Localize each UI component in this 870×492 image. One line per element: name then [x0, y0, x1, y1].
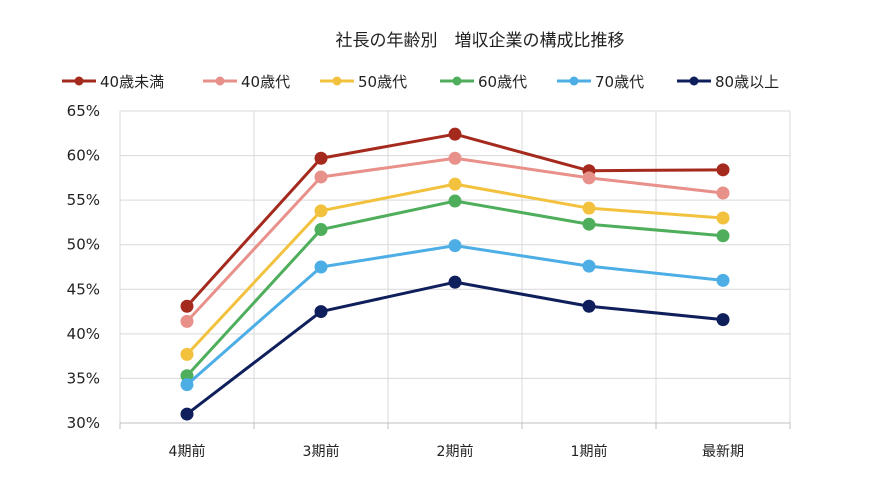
data-point [716, 273, 730, 287]
data-point [314, 305, 328, 319]
data-point [582, 201, 596, 215]
x-tick-label: 1期前 [571, 443, 608, 460]
legend-label: 50歳代 [358, 73, 407, 91]
y-tick-label: 50% [67, 236, 100, 254]
data-point [180, 299, 194, 313]
legend-label: 40歳未満 [100, 73, 164, 91]
legend: 40歳未満 40歳代 50歳代 60歳代 70歳代 80歳以上 [62, 73, 779, 91]
legend-marker [569, 76, 579, 86]
data-point [180, 407, 194, 421]
legend-item: 40歳代 [203, 73, 290, 91]
legend-marker [74, 76, 84, 86]
legend-label: 60歳代 [478, 73, 527, 91]
legend-marker [215, 76, 225, 86]
data-point [180, 369, 194, 383]
x-tick-label: 2期前 [437, 443, 474, 460]
series-60歳代 [180, 194, 730, 383]
legend-item: 50歳代 [320, 73, 407, 91]
data-point [448, 194, 462, 208]
data-point [582, 217, 596, 231]
y-tick-label: 35% [67, 369, 100, 387]
legend-item: 60歳代 [440, 73, 527, 91]
data-point [582, 171, 596, 185]
data-point [582, 259, 596, 273]
legend-marker [332, 76, 342, 86]
series-line [185, 182, 724, 356]
x-tick-label: 最新期 [702, 444, 744, 460]
data-point [716, 186, 730, 200]
data-point [448, 177, 462, 191]
legend-label: 80歳以上 [715, 73, 779, 91]
data-point [180, 347, 194, 361]
data-point [448, 151, 462, 165]
series-group [180, 127, 730, 421]
data-point [448, 239, 462, 253]
data-point [716, 229, 730, 243]
y-tick-label: 60% [67, 147, 100, 165]
data-point [314, 151, 328, 165]
legend-marker [689, 76, 699, 86]
data-point [314, 223, 328, 237]
data-point [314, 170, 328, 184]
y-tick-label: 30% [67, 414, 100, 432]
series-40歳代 [180, 151, 730, 328]
legend-label: 40歳代 [241, 73, 290, 91]
y-tick-label: 65% [67, 102, 100, 120]
y-tick-label: 40% [67, 325, 100, 343]
legend-item: 40歳未満 [62, 73, 164, 91]
data-point [582, 299, 596, 313]
series-40歳未満 [180, 127, 730, 313]
y-tick-label: 55% [67, 191, 100, 209]
data-point [716, 211, 730, 225]
data-point [716, 163, 730, 177]
x-axis: 4期前 3期前 2期前 1期前 最新期 [169, 443, 744, 460]
series-50歳代 [180, 177, 730, 361]
data-point [314, 260, 328, 274]
legend-label: 70歳代 [595, 73, 644, 91]
x-tick-label: 3期前 [303, 443, 340, 460]
data-point [180, 314, 194, 328]
legend-item: 70歳代 [557, 73, 644, 91]
data-point [716, 313, 730, 327]
series-80歳以上 [180, 275, 730, 421]
series-line [186, 280, 724, 416]
data-point [448, 275, 462, 289]
legend-item: 80歳以上 [677, 73, 779, 91]
series-70歳代 [180, 239, 730, 392]
chart-title: 社長の年齢別 増収企業の構成比推移 [336, 31, 625, 51]
data-point [448, 127, 462, 141]
y-axis: 30% 35% 40% 45% 50% 55% 60% 65% [67, 102, 100, 432]
data-point [180, 378, 194, 392]
x-tick-label: 4期前 [169, 443, 206, 460]
legend-marker [452, 76, 462, 86]
data-point [314, 204, 328, 218]
y-tick-label: 45% [67, 280, 100, 298]
